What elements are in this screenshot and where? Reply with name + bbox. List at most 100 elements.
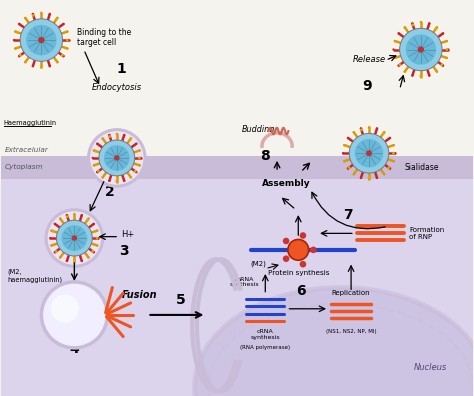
Circle shape (442, 65, 444, 67)
Circle shape (130, 176, 132, 179)
Circle shape (446, 57, 448, 59)
Circle shape (300, 232, 306, 239)
Bar (1, 156, 473, 179)
Circle shape (61, 54, 64, 57)
Circle shape (138, 164, 141, 167)
Circle shape (66, 30, 69, 33)
Text: Extracelular: Extracelular (5, 147, 49, 153)
Circle shape (96, 244, 99, 247)
Circle shape (46, 210, 103, 267)
Circle shape (59, 256, 62, 259)
Circle shape (347, 167, 349, 169)
Circle shape (419, 76, 422, 78)
Circle shape (300, 261, 306, 268)
Circle shape (348, 166, 351, 169)
Circle shape (392, 144, 395, 147)
Circle shape (428, 22, 430, 25)
Text: Replication: Replication (332, 290, 370, 296)
Bar (1, 179, 473, 396)
Circle shape (54, 251, 56, 253)
Text: 7: 7 (343, 208, 353, 222)
Circle shape (108, 180, 110, 182)
Circle shape (96, 229, 99, 232)
Circle shape (394, 152, 396, 154)
Circle shape (355, 139, 383, 168)
Circle shape (128, 138, 131, 141)
Circle shape (376, 128, 378, 130)
Circle shape (54, 223, 56, 225)
Circle shape (73, 259, 76, 262)
Text: 3: 3 (119, 244, 129, 257)
Circle shape (360, 128, 363, 131)
Circle shape (66, 260, 68, 262)
Circle shape (436, 70, 438, 73)
Circle shape (115, 179, 118, 182)
Circle shape (394, 40, 396, 42)
Circle shape (440, 63, 443, 66)
Circle shape (392, 160, 395, 162)
Text: Binding to the
target cell: Binding to the target cell (77, 28, 131, 48)
Circle shape (116, 181, 118, 183)
Text: Endocytosis: Endocytosis (92, 83, 142, 92)
Circle shape (383, 131, 385, 133)
Circle shape (367, 176, 370, 179)
Circle shape (353, 173, 355, 175)
Circle shape (419, 74, 422, 77)
Circle shape (343, 144, 346, 147)
Circle shape (56, 220, 92, 256)
Circle shape (81, 260, 83, 262)
Circle shape (96, 171, 99, 173)
Circle shape (403, 70, 406, 73)
Text: Fusion: Fusion (121, 289, 157, 300)
Text: 1: 1 (117, 62, 127, 76)
Circle shape (376, 177, 378, 179)
Circle shape (403, 26, 406, 29)
Circle shape (73, 213, 75, 215)
Circle shape (93, 164, 95, 167)
Circle shape (288, 240, 309, 260)
Circle shape (366, 150, 372, 156)
Circle shape (344, 144, 347, 147)
Circle shape (436, 26, 438, 29)
Circle shape (32, 14, 35, 17)
Circle shape (51, 230, 54, 232)
Circle shape (96, 237, 99, 240)
Text: Formation
of RNP: Formation of RNP (409, 227, 444, 240)
Circle shape (49, 237, 52, 239)
Circle shape (116, 133, 118, 135)
Circle shape (135, 143, 137, 145)
Circle shape (360, 128, 362, 130)
Circle shape (138, 156, 141, 159)
Circle shape (283, 238, 290, 244)
Circle shape (86, 218, 89, 221)
Circle shape (92, 223, 95, 225)
Circle shape (109, 135, 111, 138)
Circle shape (19, 54, 22, 57)
Circle shape (93, 149, 95, 152)
Circle shape (72, 235, 77, 241)
Text: Budding: Budding (242, 126, 275, 134)
Circle shape (446, 40, 448, 42)
Circle shape (62, 55, 64, 57)
Circle shape (138, 149, 141, 152)
Circle shape (15, 30, 18, 34)
Text: Release: Release (353, 55, 385, 64)
Circle shape (400, 28, 442, 71)
Circle shape (283, 255, 290, 262)
Circle shape (40, 11, 43, 14)
Circle shape (59, 217, 62, 220)
Circle shape (32, 13, 34, 15)
Circle shape (40, 66, 43, 69)
Circle shape (140, 157, 142, 159)
Circle shape (399, 63, 401, 66)
Circle shape (97, 237, 100, 239)
Circle shape (392, 152, 395, 154)
Circle shape (360, 177, 362, 179)
Circle shape (446, 48, 448, 51)
Circle shape (343, 160, 346, 162)
Circle shape (447, 48, 449, 51)
Circle shape (389, 137, 391, 139)
Circle shape (310, 247, 317, 253)
Circle shape (40, 65, 43, 67)
Circle shape (411, 23, 414, 26)
